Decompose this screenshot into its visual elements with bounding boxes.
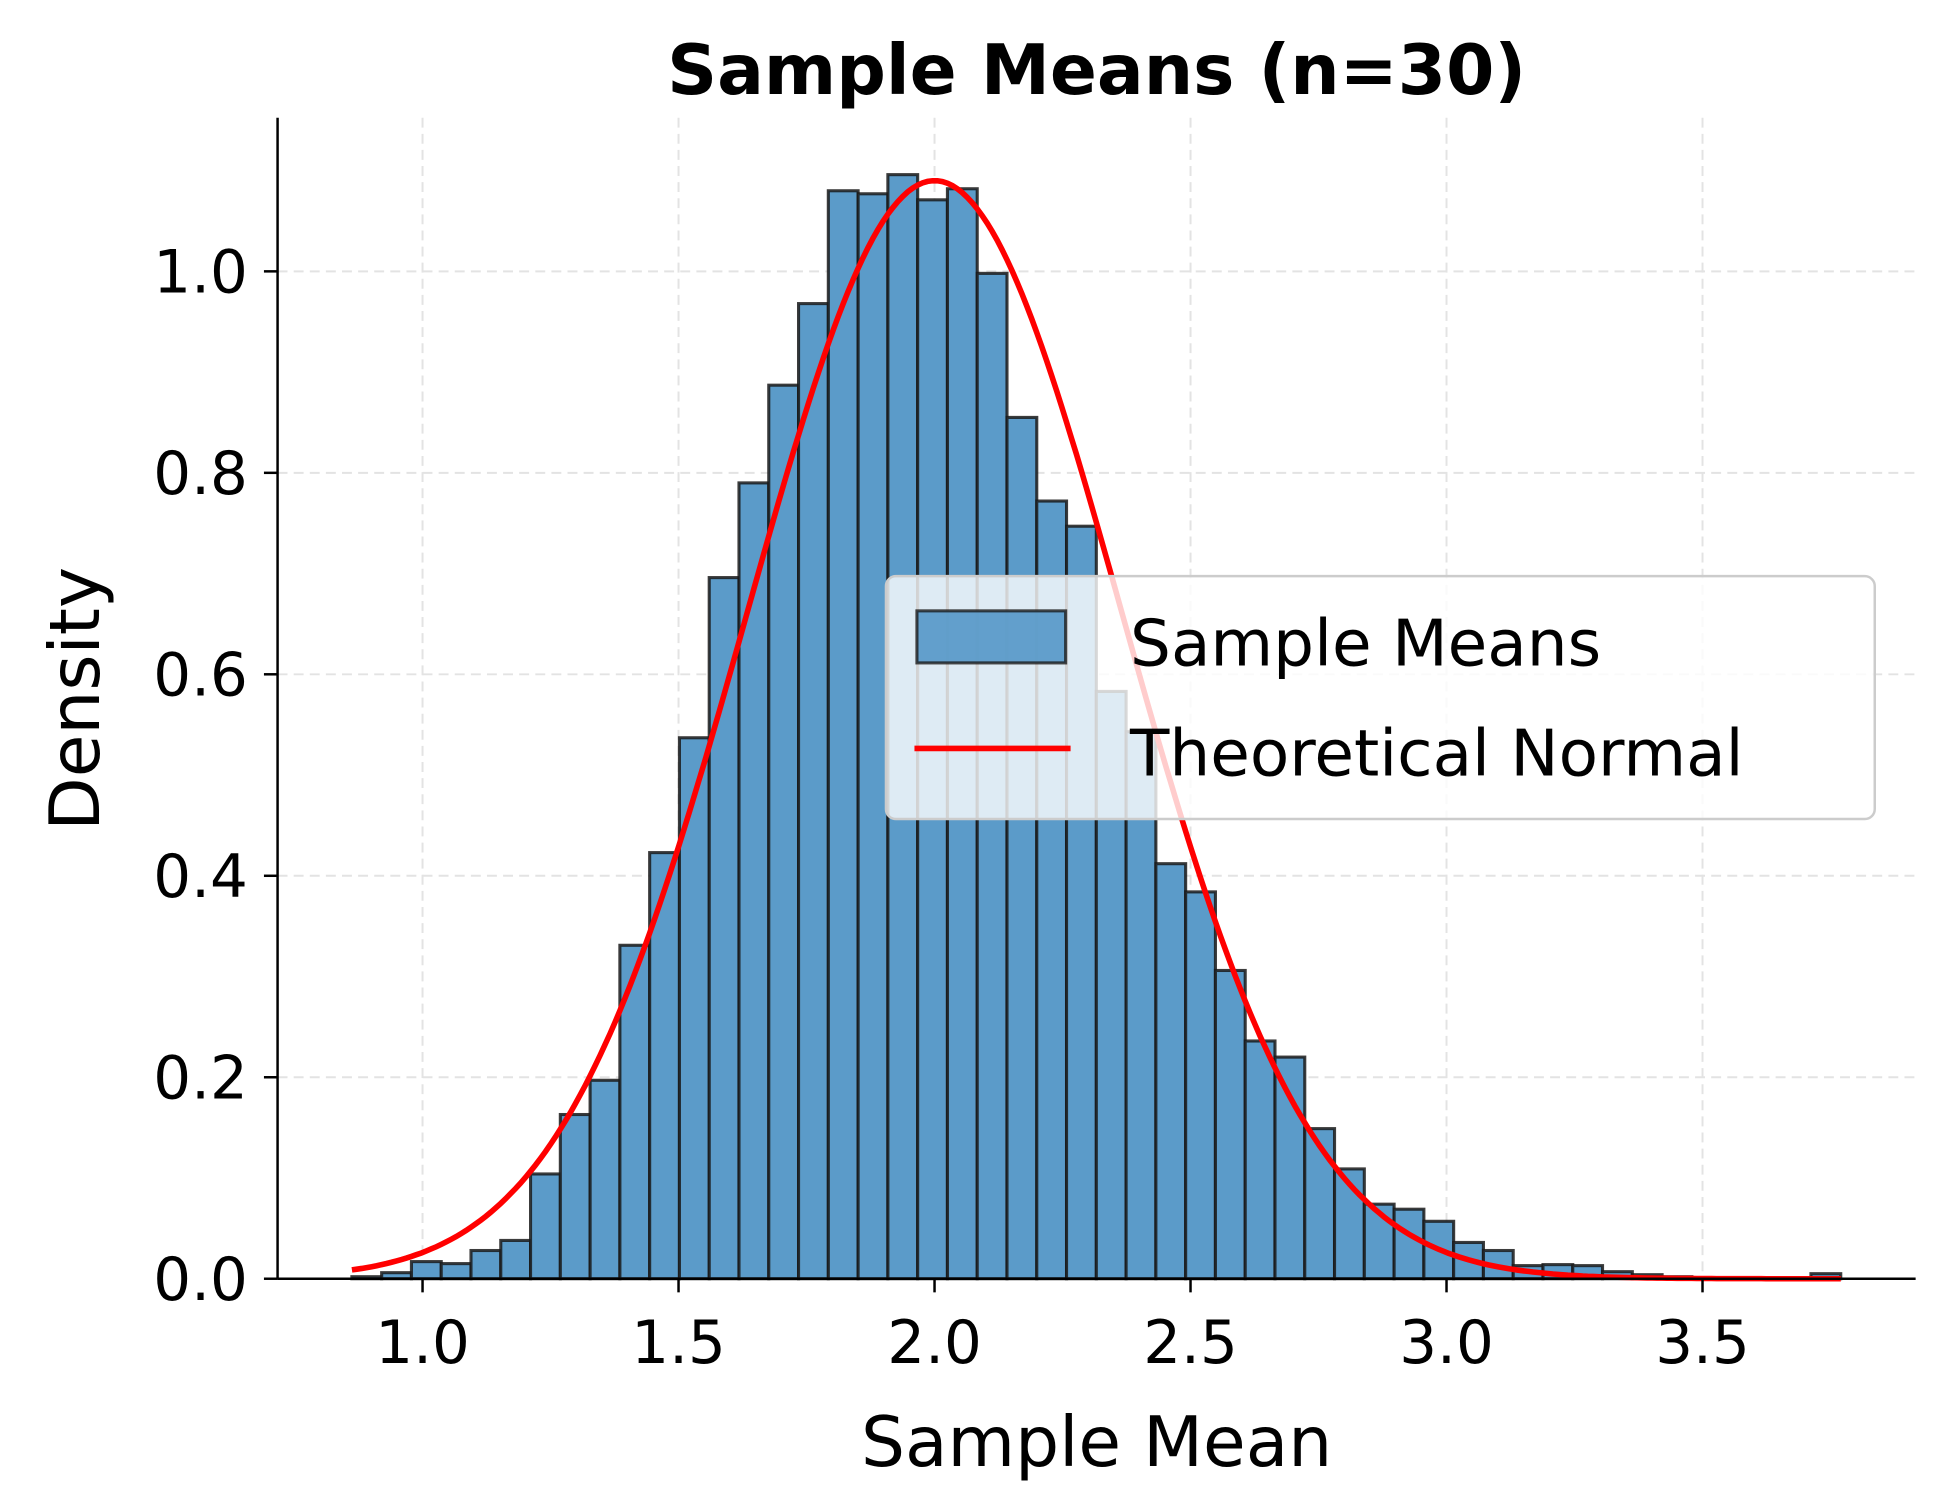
histogram-bar [1213,968,1247,1281]
legend-label-sample-means: Sample Means [1130,606,1601,681]
x-tick-label: 2.5 [1143,1309,1238,1378]
y-tick-label: 0.2 [153,1044,248,1113]
chart-title: Sample Means (n=30) [667,31,1526,111]
y-tick-label: 1.0 [153,238,248,307]
histogram-bar [1392,1207,1426,1281]
histogram-bar [499,1238,533,1281]
x-axis-label: Sample Mean [861,1403,1332,1483]
histogram-bar [737,481,771,1281]
theoretical-normal-curve [351,177,1841,1282]
legend: Sample Means Theoretical Normal [884,574,1876,821]
histogram-bar [529,1172,562,1281]
histogram-bar [1273,1055,1307,1281]
histogram-bar [558,1112,592,1281]
histogram-bar [677,736,711,1281]
histogram-bar [1154,862,1188,1281]
histogram-bar [409,1260,443,1281]
histogram-bar [1243,1039,1277,1281]
legend-swatch-sample-means [915,609,1068,665]
x-tick-label: 1.5 [631,1309,726,1378]
histogram-bar [856,192,890,1281]
histogram-bar [1005,415,1039,1281]
legend-label-theoretical-normal: Theoretical Normal [1129,717,1743,792]
x-ticks: 1.0 1.5 2.0 2.5 3.0 3.5 [375,1278,1750,1378]
x-tick-label: 2.0 [887,1309,982,1378]
x-tick-label: 1.0 [375,1309,470,1378]
histogram-bar [1184,890,1217,1281]
histogram-bar [469,1248,503,1281]
histogram-bar [588,1078,622,1281]
histogram-bar [707,576,741,1281]
histogram-bar [767,383,801,1281]
y-tick-label: 0.4 [153,843,248,912]
legend-box [884,574,1876,821]
y-axis-label: Density [36,567,116,831]
histogram-bar [826,189,860,1281]
y-tick-label: 0.8 [153,440,248,509]
y-ticks: 0.0 0.2 0.4 0.6 0.8 1.0 [153,238,278,1315]
histogram-bar [796,302,830,1281]
histogram-bar [1303,1127,1337,1281]
x-tick-label: 3.5 [1655,1309,1750,1378]
y-tick-label: 0.6 [153,641,248,710]
y-tick-label: 0.0 [153,1246,248,1315]
x-tick-label: 3.0 [1399,1309,1494,1378]
histogram-bar [439,1262,473,1281]
